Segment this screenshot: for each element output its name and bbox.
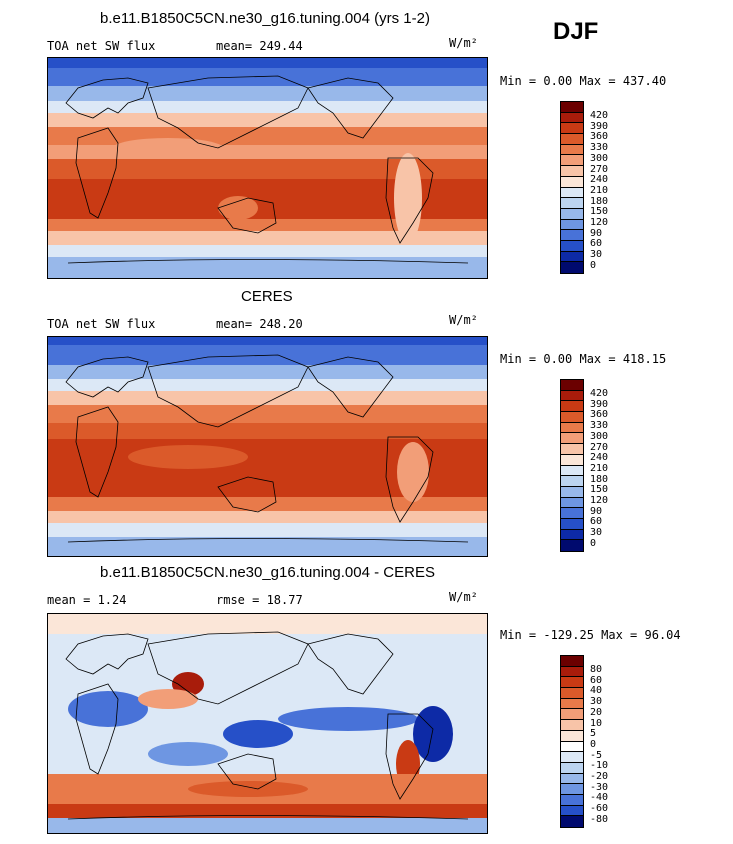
cb-label: 60 [590, 674, 603, 686]
panel3-rmse: rmse = 18.77 [216, 593, 303, 607]
panel1-units: W/m² [449, 36, 478, 50]
cb-label: 120 [590, 495, 609, 506]
cb-label: 390 [590, 398, 609, 410]
panel1-mean: mean= 249.44 [216, 39, 303, 53]
cb-label: 80 [590, 664, 603, 675]
panel1-map-svg [48, 58, 487, 278]
cb-label: 60 [590, 238, 603, 250]
cb-label: 5 [590, 728, 597, 740]
cb-label: 30 [590, 527, 603, 539]
cb-label: 420 [590, 110, 609, 121]
cb-label: -40 [590, 792, 609, 804]
panel2-mean: mean= 248.20 [216, 317, 303, 331]
panel1-colorbar [560, 101, 584, 274]
cb-label: 180 [590, 195, 609, 207]
cb-label: 60 [590, 516, 603, 528]
cb-label: 150 [590, 484, 609, 496]
panel3-mean: mean = 1.24 [47, 593, 127, 607]
panel2-units: W/m² [449, 313, 478, 327]
cb-label: 20 [590, 706, 603, 718]
panel2-colorbar [560, 379, 584, 552]
cb-label: 300 [590, 430, 609, 442]
cb-label: 0 [590, 738, 597, 750]
cb-label: 30 [590, 696, 603, 708]
cb-label: 90 [590, 505, 603, 517]
panel3-units: W/m² [449, 590, 478, 604]
cb-label: 270 [590, 163, 609, 175]
panel2-map-svg [48, 337, 487, 556]
panel3-title: b.e11.B1850C5CN.ne30_g16.tuning.004 - CE… [100, 564, 435, 581]
cb-label: -60 [590, 803, 609, 815]
panel3-map [47, 613, 488, 834]
season-label: DJF [553, 18, 599, 45]
cb-label: 10 [590, 717, 603, 729]
panel1-map [47, 57, 488, 279]
cb-label: -80 [590, 813, 609, 825]
panel2-field: TOA net SW flux [47, 317, 156, 331]
panel1-title: b.e11.B1850C5CN.ne30_g16.tuning.004 (yrs… [100, 10, 430, 27]
cb-label: 0 [590, 259, 597, 271]
cb-label: -5 [590, 749, 603, 761]
cb-label: 240 [590, 452, 609, 464]
panel2-title: CERES [241, 288, 293, 305]
cb-label: 0 [590, 537, 597, 549]
cb-label: 330 [590, 142, 609, 154]
cb-label: 360 [590, 131, 609, 143]
cb-label: -20 [590, 771, 609, 782]
cb-label: 390 [590, 120, 609, 132]
panel1-minmax: Min = 0.00 Max = 437.40 [500, 74, 667, 88]
cb-label: -30 [590, 781, 609, 793]
panel3-minmax: Min = -129.25 Max = 96.04 [500, 628, 681, 642]
cb-label: 210 [590, 184, 609, 196]
cb-label: 90 [590, 227, 603, 239]
panel2-minmax: Min = 0.00 Max = 418.15 [500, 352, 667, 366]
panel2-map [47, 336, 488, 557]
cb-label: 150 [590, 206, 609, 218]
cb-label: -10 [590, 760, 609, 772]
cb-label: 30 [590, 249, 603, 261]
cb-label: 240 [590, 174, 609, 186]
cb-label: 300 [590, 152, 609, 164]
cb-label: 360 [590, 409, 609, 421]
cb-label: 180 [590, 473, 609, 485]
cb-label: 420 [590, 388, 609, 399]
cb-label: 210 [590, 462, 609, 474]
cb-label: 40 [590, 685, 603, 697]
cb-label: 270 [590, 441, 609, 453]
panel1-field: TOA net SW flux [47, 39, 156, 53]
panel3-map-svg [48, 614, 487, 833]
cb-label: 120 [590, 217, 609, 228]
panel3-colorbar [560, 655, 584, 828]
cb-label: 330 [590, 420, 609, 432]
